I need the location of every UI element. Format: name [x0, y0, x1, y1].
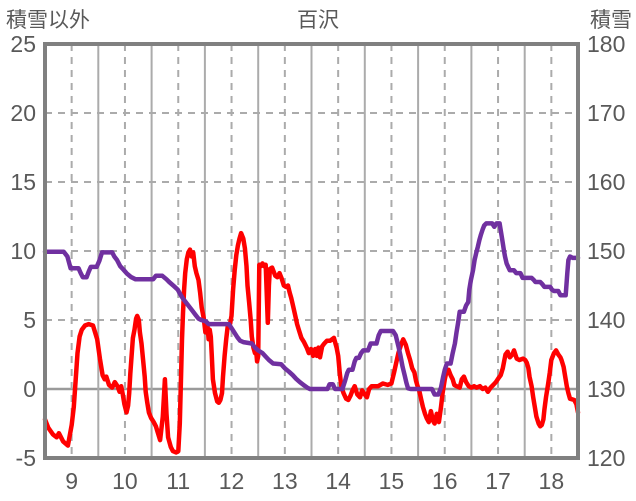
x-tick-label: 16 [432, 468, 458, 494]
x-tick-label: 14 [325, 468, 351, 494]
left-axis-title: 積雪以外 [6, 9, 90, 32]
left-tick-label: -5 [16, 445, 36, 471]
x-tick-label: 10 [112, 468, 138, 494]
right-tick-label: 140 [587, 307, 625, 333]
x-tick-label: 17 [485, 468, 511, 494]
x-tick-label: 12 [219, 468, 245, 494]
series-red-line [42, 230, 581, 455]
right-tick-label: 180 [587, 31, 625, 57]
series-purple-line [42, 221, 581, 397]
x-tick-label: 11 [166, 468, 190, 494]
right-axis-title: 積雪 [590, 9, 632, 32]
right-tick-label: 150 [587, 238, 625, 264]
left-tick-label: 20 [10, 100, 36, 126]
chart-title: 百沢 [297, 9, 339, 32]
right-tick-label: 130 [587, 376, 625, 402]
left-tick-label: 5 [23, 307, 36, 333]
x-tick-label: 15 [379, 468, 405, 494]
right-tick-label: 160 [587, 169, 625, 195]
x-tick-label: 18 [539, 468, 565, 494]
right-tick-label: 170 [587, 100, 625, 126]
left-tick-label: 25 [10, 31, 36, 57]
x-tick-label: 13 [272, 468, 298, 494]
left-tick-label: 10 [10, 238, 36, 264]
left-tick-label: 15 [10, 169, 36, 195]
plot-border [43, 42, 580, 460]
left-tick-label: 0 [23, 376, 36, 402]
right-tick-label: 120 [587, 445, 625, 471]
x-tick-label: 9 [65, 468, 78, 494]
